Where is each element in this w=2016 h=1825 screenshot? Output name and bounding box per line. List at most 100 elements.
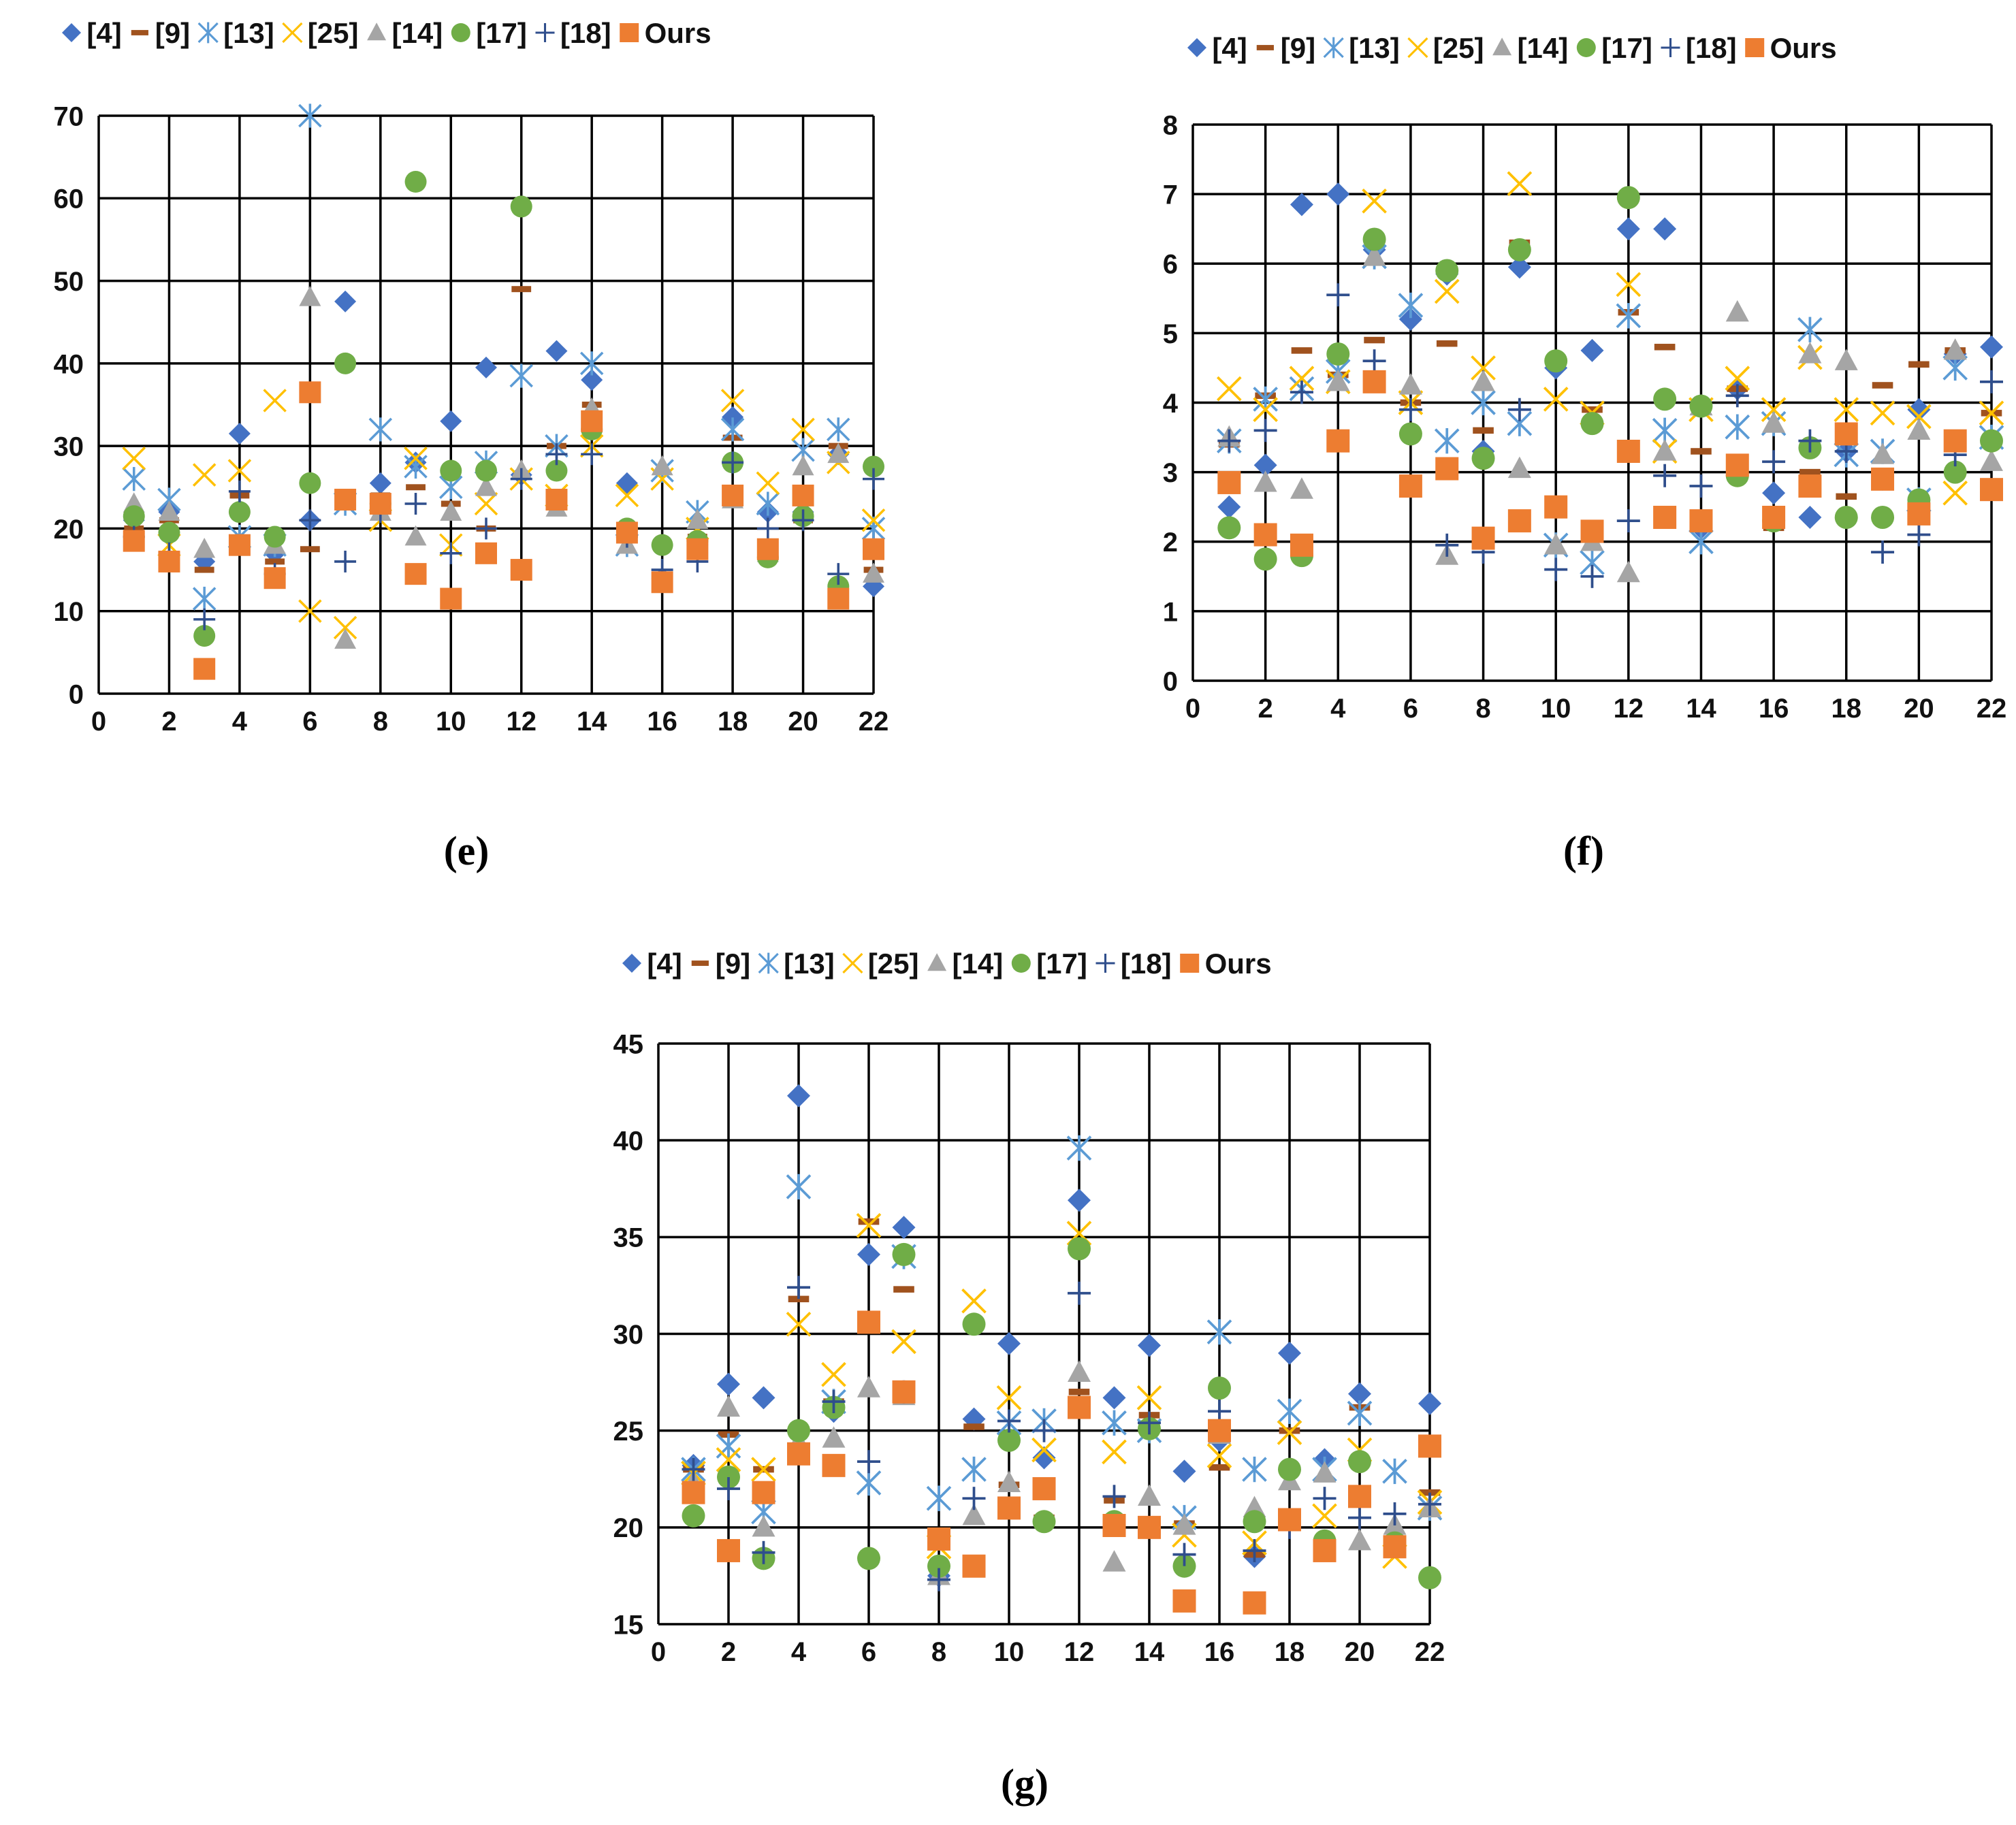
legend-label: [13]	[1349, 32, 1400, 64]
data-point	[1580, 338, 1604, 362]
data-point	[1798, 342, 1822, 364]
y-tick-label: 20	[613, 1513, 644, 1543]
data-point	[1278, 1341, 1301, 1365]
data-point	[1689, 509, 1713, 533]
data-point	[1544, 349, 1568, 373]
data-point	[1653, 439, 1677, 461]
legend: [4] [9] [13] [25] [14] [17] [18] Ours	[622, 948, 1272, 980]
data-point	[1348, 1528, 1371, 1551]
data-point	[1507, 171, 1533, 197]
data-point	[1362, 227, 1386, 251]
data-point	[1906, 404, 1932, 430]
data-point	[511, 286, 532, 293]
data-point	[1689, 474, 1713, 498]
data-point	[1798, 506, 1822, 530]
data-point	[1348, 1382, 1371, 1406]
data-point	[581, 410, 603, 432]
data-point	[1253, 419, 1277, 442]
data-point	[1434, 427, 1460, 454]
series-18	[1217, 283, 2003, 588]
data-point	[1544, 558, 1568, 581]
data-point	[1907, 502, 1931, 526]
data-point	[194, 566, 214, 573]
data-point	[792, 455, 814, 476]
data-point	[1279, 1427, 1300, 1434]
series-17	[1217, 186, 2003, 571]
series-17	[682, 1237, 1441, 1589]
x-tick-label: 4	[1330, 694, 1346, 724]
data-point	[861, 508, 886, 532]
series-17	[123, 171, 884, 647]
data-point	[334, 628, 357, 649]
legend-label: [18]	[1121, 948, 1172, 980]
data-point	[334, 290, 357, 312]
y-tick-label: 15	[613, 1610, 644, 1640]
y-tick-label: 45	[613, 1029, 644, 1059]
data-point	[1362, 370, 1386, 393]
data-point	[1206, 1319, 1232, 1345]
data-point	[1653, 464, 1677, 487]
data-point	[545, 340, 568, 362]
data-point	[263, 389, 287, 413]
data-point	[299, 509, 321, 532]
data-point	[1278, 1508, 1301, 1532]
data-point	[1217, 470, 1241, 494]
data-point	[1242, 1456, 1267, 1483]
data-point	[1691, 448, 1712, 455]
data-point	[1217, 516, 1241, 540]
data-point	[1653, 506, 1677, 530]
data-point	[717, 1395, 740, 1417]
data-point	[1253, 453, 1277, 477]
data-point	[1836, 493, 1857, 500]
legend-marker-triangle-icon	[927, 953, 947, 971]
data-point	[581, 443, 603, 466]
data-point	[193, 625, 216, 647]
x-tick-label: 22	[1977, 694, 2007, 724]
legend-label: [18]	[560, 17, 611, 49]
x-tick-label: 18	[718, 707, 748, 737]
x-tick-label: 2	[721, 1637, 736, 1667]
legend-label: [9]	[716, 948, 750, 980]
x-tick-label: 8	[931, 1637, 946, 1667]
data-point	[1436, 340, 1458, 347]
legend-marker-star-icon	[758, 952, 779, 974]
data-point	[193, 608, 216, 630]
data-point	[1253, 523, 1277, 547]
data-point	[1326, 283, 1350, 307]
y-tick-label: 2	[1163, 528, 1178, 558]
data-point	[1870, 400, 1895, 426]
x-tick-label: 10	[1541, 694, 1571, 724]
data-point	[1398, 422, 1422, 446]
y-tick-label: 0	[69, 679, 84, 709]
data-point	[752, 1540, 775, 1564]
data-point	[545, 459, 568, 482]
data-point	[1348, 1450, 1371, 1474]
data-point	[1653, 217, 1677, 241]
data-point	[1471, 526, 1495, 550]
legend-label: [4]	[647, 948, 682, 980]
data-point	[1654, 344, 1676, 351]
data-point	[1217, 495, 1241, 519]
data-point	[1172, 1522, 1197, 1548]
x-tick-label: 10	[994, 1637, 1025, 1667]
data-point	[863, 562, 884, 583]
data-point	[1290, 381, 1313, 404]
legend-marker-plus-icon	[1095, 954, 1115, 973]
data-point	[263, 526, 286, 548]
data-point	[1172, 1589, 1196, 1613]
data-point	[1102, 1386, 1126, 1410]
data-point	[1616, 509, 1640, 533]
legend-marker-square-icon	[1745, 38, 1765, 57]
legend-label: [9]	[1281, 32, 1315, 64]
y-tick-label: 40	[613, 1127, 644, 1157]
data-point	[857, 1242, 880, 1266]
data-point	[1907, 523, 1931, 547]
data-point	[1068, 1389, 1090, 1395]
x-tick-label: 22	[1415, 1637, 1445, 1667]
data-point	[299, 286, 321, 306]
data-point	[1471, 370, 1495, 391]
legend-label: [4]	[86, 17, 121, 49]
data-point	[1580, 564, 1604, 588]
data-point	[1383, 1535, 1407, 1559]
